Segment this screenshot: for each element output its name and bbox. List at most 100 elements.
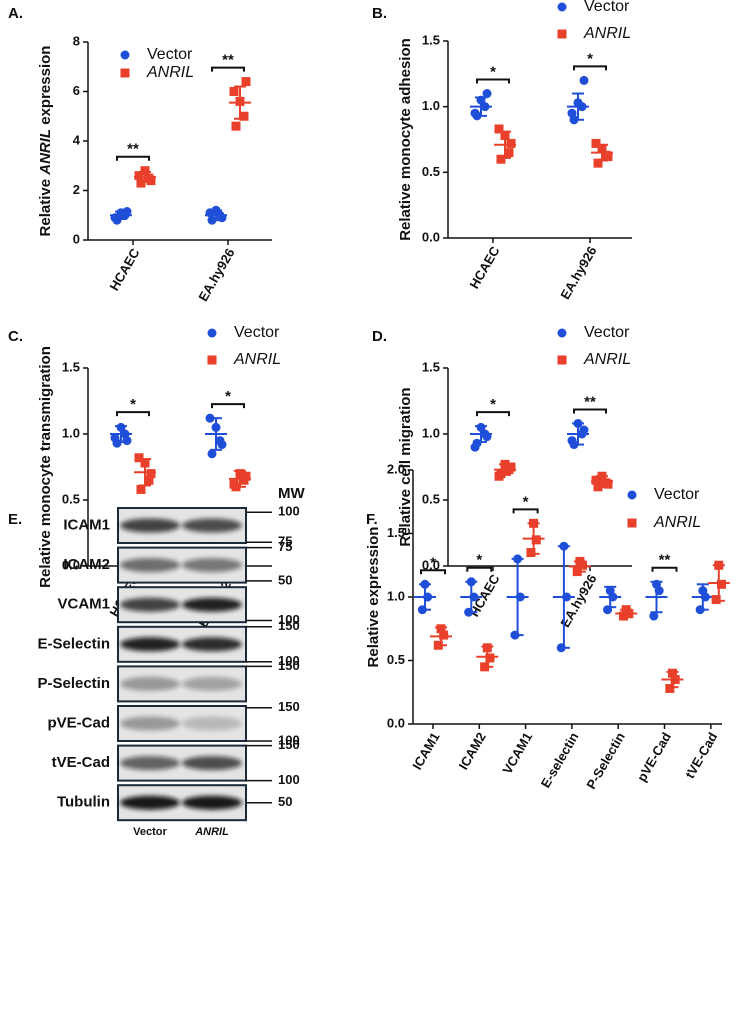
data-point (531, 535, 541, 545)
data-point (229, 87, 239, 96)
data-point (619, 611, 629, 621)
significance-label: * (130, 396, 136, 413)
legend-label: Vector (147, 46, 193, 63)
blot-band (182, 637, 242, 652)
x-tick-label: HCAEC (466, 243, 502, 291)
y-tick-label: 2 (73, 182, 80, 197)
blot-band (182, 756, 242, 771)
data-point (579, 75, 589, 85)
significance-bracket (466, 566, 493, 572)
significance-label: ** (584, 393, 596, 410)
significance-label: * (523, 493, 529, 510)
y-axis-label: Relative cell migration (397, 387, 414, 546)
data-point (665, 683, 675, 693)
mw-header: MW (278, 485, 305, 502)
x-tick-label: HCAEC (106, 245, 142, 293)
legend-label: ANRIL (583, 351, 631, 368)
y-axis-label: Relative ANRIL expression (37, 46, 54, 237)
legend-marker (207, 355, 217, 365)
data-point (567, 436, 577, 446)
blot-row-label: VCAM1 (57, 596, 110, 613)
y-tick-label: 4 (73, 132, 81, 147)
panel-label: E. (8, 511, 22, 528)
data-point (603, 479, 613, 489)
legend-marker (557, 2, 567, 12)
blot-row-label: tVE-Cad (52, 754, 110, 771)
data-point (591, 475, 601, 485)
significance-label: ** (222, 52, 234, 69)
x-tick-label: ICAM1 (409, 730, 442, 773)
data-point (231, 121, 241, 131)
blot-row-label: pVE-Cad (47, 714, 110, 731)
blot-band (120, 637, 180, 652)
lane-label: Vector (133, 826, 167, 838)
y-tick-label: 0.0 (422, 229, 440, 244)
y-tick-label: 0.5 (422, 164, 440, 179)
significance-bracket (476, 78, 510, 84)
data-point (494, 471, 504, 481)
legend-label: Vector (584, 324, 630, 341)
significance-bracket (211, 66, 245, 72)
y-tick-label: 0.0 (62, 557, 80, 572)
data-point (146, 469, 156, 479)
data-point (579, 425, 589, 435)
legend-marker (120, 50, 130, 60)
legend-marker (557, 328, 567, 338)
data-point (122, 436, 132, 446)
y-tick-label: 1.0 (62, 425, 80, 440)
y-axis-label: Relative expression (365, 527, 382, 668)
data-point (496, 154, 506, 164)
y-axis-label: Relative monocyte adhesion (397, 38, 414, 241)
legend-marker (120, 68, 130, 78)
x-tick-label: E-selectin (538, 730, 582, 791)
y-tick-label: 0.5 (387, 652, 405, 667)
mw-marker-label: 50 (278, 572, 292, 587)
y-tick-label: 0.0 (422, 557, 440, 572)
data-point (136, 178, 146, 188)
mw-marker-label: 100 (278, 732, 300, 747)
data-point (649, 611, 659, 621)
significance-bracket (211, 403, 245, 409)
significance-label: ** (659, 552, 671, 569)
data-point (110, 433, 120, 443)
legend-label: ANRIL (233, 351, 281, 368)
data-point (241, 471, 251, 481)
data-point (711, 595, 721, 605)
y-tick-label: 6 (73, 83, 80, 98)
legend-marker (207, 328, 217, 338)
significance-label: * (587, 50, 593, 67)
data-point (136, 484, 146, 494)
data-point (470, 442, 480, 452)
mw-marker-label: 150 (278, 737, 300, 752)
data-point (603, 152, 613, 162)
data-point (482, 89, 492, 99)
mw-marker-label: 100 (278, 504, 300, 519)
legend-marker (557, 355, 567, 365)
y-tick-label: 1.5 (387, 525, 405, 540)
data-point (593, 158, 603, 168)
blot-band (120, 558, 180, 573)
x-tick-label: tVE-Cad (682, 730, 720, 781)
blot-band (182, 795, 242, 810)
panel-label: D. (372, 328, 387, 345)
data-point (485, 653, 495, 663)
data-point (506, 462, 516, 472)
y-tick-label: 1.5 (422, 32, 440, 47)
mw-marker-label: 75 (278, 539, 292, 554)
significance-label: * (490, 64, 496, 81)
data-point (494, 124, 504, 134)
x-tick-label: EA.hy926 (557, 244, 599, 302)
significance-bracket (476, 411, 510, 417)
y-tick-label: 2.0 (387, 461, 405, 476)
data-point (134, 453, 144, 463)
significance-bracket (573, 65, 607, 71)
data-point (506, 138, 516, 148)
x-tick-label: ICAM2 (456, 730, 489, 773)
y-tick-label: 0 (73, 231, 80, 246)
blot-band (182, 676, 242, 691)
y-axis-label: Relative monocyte transmigration (37, 346, 54, 588)
significance-label: * (430, 554, 436, 571)
significance-bracket (573, 408, 607, 414)
blot-band (120, 795, 180, 810)
legend-label: Vector (234, 324, 280, 341)
